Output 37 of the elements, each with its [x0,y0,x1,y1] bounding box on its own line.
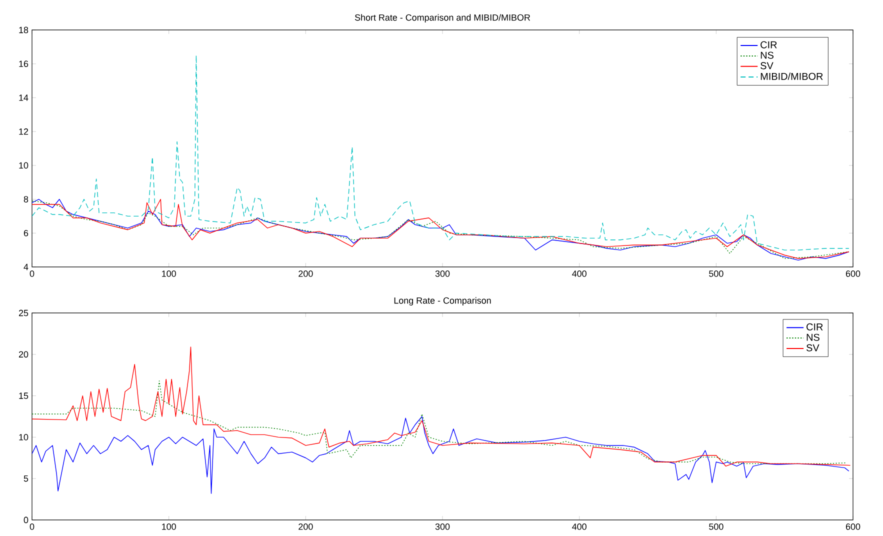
legend-label: MIBID/MIBOR [760,72,823,80]
legend-label: CIR [760,41,777,48]
legend-label: NS [760,52,774,59]
y-tick-label: 12 [19,128,28,135]
chart-title: Long Rate - Comparison [394,297,491,306]
y-tick-label: 16 [19,60,28,68]
x-tick-label: 600 [846,524,860,530]
y-tick-label: 20 [18,351,28,358]
y-tick-label: 15 [19,392,28,399]
x-tick-label: 300 [435,270,450,277]
y-tick-label: 10 [19,162,28,169]
x-tick-label: 500 [709,270,724,277]
y-tick-label: 6 [24,230,28,236]
y-tick-label: 4 [24,264,28,270]
x-tick-label: 0 [30,524,34,530]
x-tick-label: 200 [298,524,313,530]
x-tick-label: 300 [435,524,450,530]
x-tick-label: 200 [298,270,313,277]
x-tick-label: 0 [30,270,34,277]
x-tick-label: 100 [162,524,176,530]
x-tick-label: 400 [572,270,586,277]
y-tick-label: 25 [18,310,28,316]
y-tick-label: 14 [19,94,28,101]
x-tick-label: 400 [572,524,586,530]
legend-label: NS [806,334,820,341]
x-tick-label: 600 [846,270,860,277]
x-tick-label: 100 [162,270,176,277]
y-tick-label: 18 [19,26,28,34]
chart-title: Short Rate - Comparison and MIBID/MIBOR [354,14,530,22]
y-tick-label: 8 [24,196,28,202]
y-tick-label: 0 [24,516,28,524]
legend-label: SV [760,62,774,70]
y-tick-label: 5 [24,475,28,482]
legend-label: CIR [806,323,823,330]
y-tick-label: 10 [19,434,28,440]
x-tick-label: 500 [709,524,724,530]
legend-label: SV [806,344,820,352]
